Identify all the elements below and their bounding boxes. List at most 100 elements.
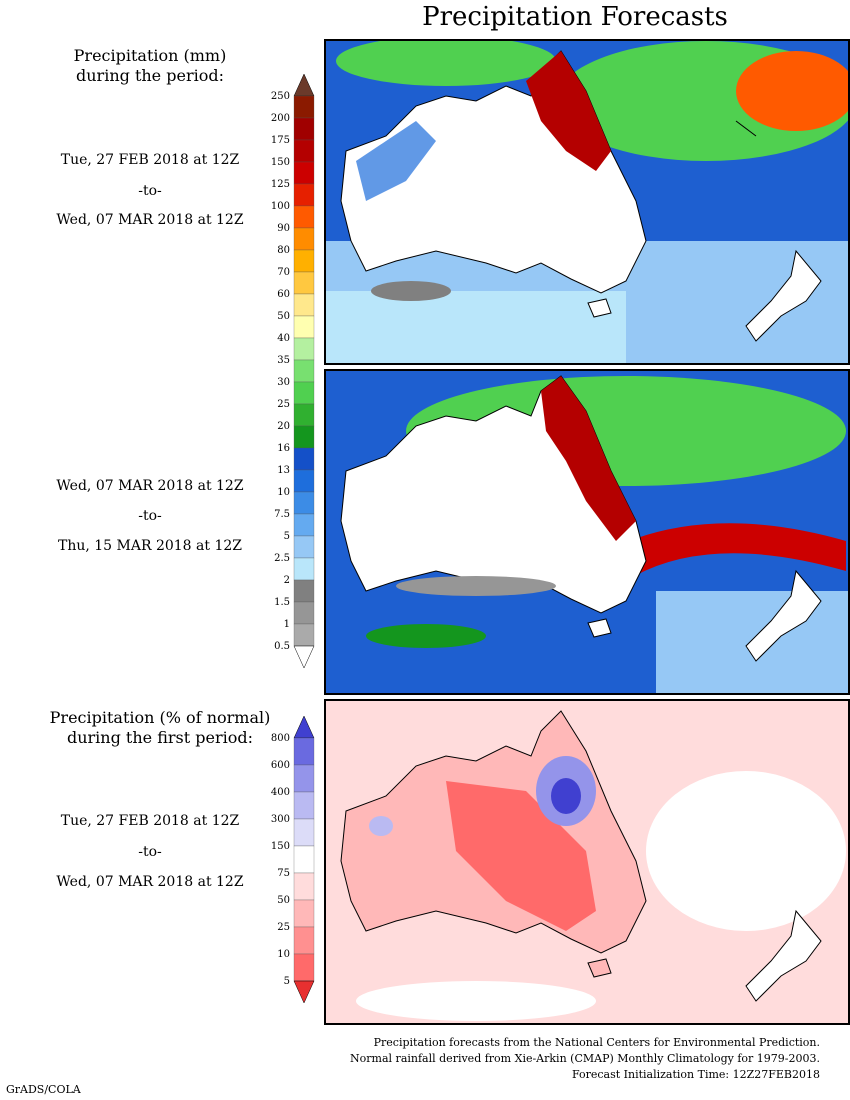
- eastern-heavy-rain: [541, 376, 636, 541]
- mm-legend-bottom-arrow: [293, 645, 315, 669]
- mm-legend-tick-label: 50: [277, 311, 290, 322]
- period-b-to: -to-: [138, 508, 162, 524]
- mm-legend-tick-label: 2.5: [274, 553, 290, 564]
- period-c-start: Tue, 27 FEB 2018 at 12Z: [60, 813, 240, 829]
- mm-legend-cell: [293, 249, 315, 273]
- mm-legend-cell: [293, 535, 315, 559]
- mm-legend-cell: [293, 469, 315, 493]
- mm-legend-cell: [293, 337, 315, 361]
- period-c-to: -to-: [138, 844, 162, 860]
- pct-legend-tick-label: 75: [277, 868, 290, 879]
- mm-legend-tick-label: 1.5: [274, 597, 290, 608]
- mm-legend-cell: [293, 579, 315, 603]
- mm-legend-cell: [293, 315, 315, 339]
- new-zealand-land: [745, 909, 822, 1002]
- tasman-heavy-rain-band: [606, 523, 846, 581]
- pct-legend-cell: [293, 953, 315, 982]
- mm-header: Precipitation (mm) during the period:: [30, 46, 270, 86]
- new-zealand-land: [745, 249, 822, 342]
- pct-legend-tick-label: 25: [277, 922, 290, 933]
- period-b-start: Wed, 07 MAR 2018 at 12Z: [56, 478, 244, 494]
- map-period-b: [324, 369, 850, 695]
- mm-legend-cell: [293, 513, 315, 537]
- mm-legend-cell: [293, 491, 315, 515]
- mm-legend-cell: [293, 183, 315, 207]
- pct-legend-tick-label: 600: [271, 760, 290, 771]
- mm-legend-cell: [293, 623, 315, 647]
- mm-legend-tick-label: 30: [277, 377, 290, 388]
- pct-legend-cell: [293, 764, 315, 793]
- mm-header-line2: during the period:: [76, 66, 224, 85]
- map-percent-normal: [324, 699, 850, 1025]
- mm-legend-tick-label: 35: [277, 355, 290, 366]
- pct-header-line2: during the first period:: [66, 728, 254, 747]
- map-period-b-svg: [326, 371, 848, 693]
- footer-line1: Precipitation forecasts from the Nationa…: [373, 1036, 820, 1049]
- mm-legend: 250 200 175 150 125 100 90 80 70 60 50 40 35 30 25 20 16…: [250, 73, 320, 674]
- queensland-well-above-normal: [551, 778, 581, 814]
- southern-normal-area: [356, 981, 596, 1021]
- mm-legend-tick-label: 40: [277, 333, 290, 344]
- mm-legend-cell: [293, 139, 315, 163]
- mm-legend-cell: [293, 117, 315, 141]
- mm-colorbar: 2502001751501251009080706050403530252016…: [271, 73, 315, 669]
- bight-cloud: [371, 281, 451, 301]
- mm-legend-cell: [293, 381, 315, 405]
- pct-legend-tick-label: 150: [271, 841, 290, 852]
- mm-legend-tick-label: 0.5: [274, 641, 290, 652]
- tasman-normal-area: [646, 771, 846, 931]
- mm-legend-tick-label: 1: [284, 619, 290, 630]
- pct-legend-tick-label: 10: [277, 949, 290, 960]
- queensland-heavy-rain: [526, 51, 611, 171]
- mm-legend-tick-label: 80: [277, 245, 290, 256]
- mm-legend-tick-label: 20: [277, 421, 290, 432]
- southern-coast-cloud: [396, 576, 556, 596]
- pct-legend-tick-label: 50: [277, 895, 290, 906]
- mm-legend-cell: [293, 161, 315, 185]
- map-percent-normal-svg: [326, 701, 848, 1023]
- new-zealand-land: [745, 569, 822, 662]
- mm-legend-tick-label: 60: [277, 289, 290, 300]
- mm-legend-cell: [293, 271, 315, 295]
- kimberley-rain: [356, 121, 436, 201]
- footer-line2: Normal rainfall derived from Xie-Arkin (…: [350, 1052, 820, 1065]
- pct-legend-cell: [293, 791, 315, 820]
- mm-legend-tick-label: 100: [271, 201, 290, 212]
- mm-legend-tick-label: 16: [277, 443, 290, 454]
- kimberley-above-normal: [369, 816, 393, 836]
- pct-legend-bottom-arrow: [293, 980, 315, 1004]
- mm-legend-cell: [293, 95, 315, 119]
- credit: GrADS/COLA: [6, 1083, 81, 1096]
- mm-legend-cell: [293, 425, 315, 449]
- pct-header: Precipitation (% of normal) during the f…: [30, 708, 290, 748]
- pct-legend-cell: [293, 899, 315, 928]
- mm-legend-tick-label: 125: [271, 179, 290, 190]
- mm-legend-cell: [293, 205, 315, 229]
- mm-legend-cell: [293, 359, 315, 383]
- period-a-end: Wed, 07 MAR 2018 at 12Z: [56, 212, 244, 228]
- pct-header-line1: Precipitation (% of normal): [49, 708, 271, 727]
- pct-legend-tick-label: 300: [271, 814, 290, 825]
- mm-legend-tick-label: 200: [271, 113, 290, 124]
- period-a-to: -to-: [138, 183, 162, 199]
- map-period-a-svg: [326, 41, 848, 363]
- pct-legend-cell: [293, 818, 315, 847]
- pct-legend-tick-label: 400: [271, 787, 290, 798]
- mm-legend-tick-label: 175: [271, 135, 290, 146]
- mm-legend-cell: [293, 601, 315, 625]
- mm-legend-cell: [293, 227, 315, 251]
- mm-legend-tick-label: 250: [271, 91, 290, 102]
- mm-legend-tick-label: 5: [284, 531, 290, 542]
- period-a-start: Tue, 27 FEB 2018 at 12Z: [60, 152, 240, 168]
- mm-legend-cell: [293, 293, 315, 317]
- mm-legend-cell: [293, 403, 315, 427]
- mm-legend-tick-label: 10: [277, 487, 290, 498]
- tasmania-land: [587, 618, 612, 638]
- tasmania-land: [587, 298, 612, 318]
- pct-legend-cell: [293, 926, 315, 955]
- page-title: Precipitation Forecasts: [422, 2, 728, 32]
- mm-legend-tick-label: 70: [277, 267, 290, 278]
- southern-ocean-rain: [366, 624, 486, 648]
- pct-legend-top-arrow: [293, 715, 315, 739]
- tropical-heavy-rain: [736, 51, 848, 131]
